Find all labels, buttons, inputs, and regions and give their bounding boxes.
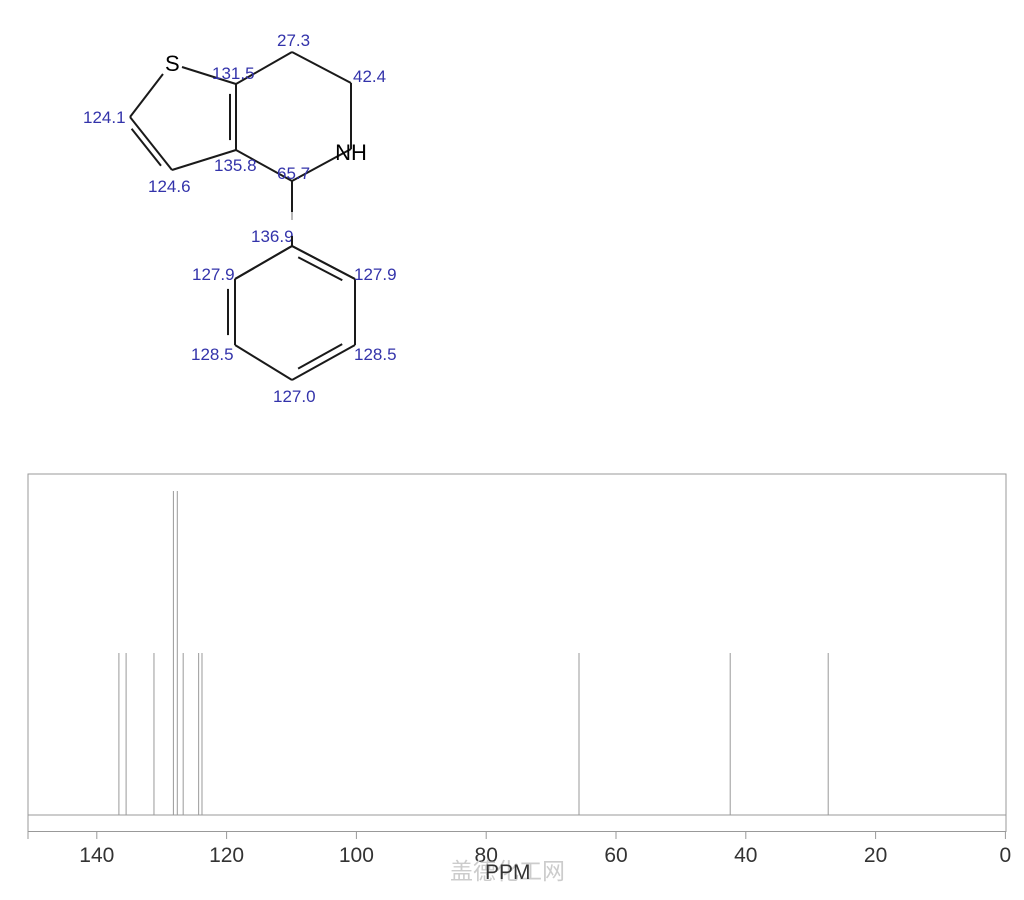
svg-text:131.5: 131.5 xyxy=(212,64,255,83)
svg-text:PPM: PPM xyxy=(485,861,531,884)
svg-text:128.5: 128.5 xyxy=(354,345,397,364)
svg-text:S: S xyxy=(165,51,180,76)
svg-text:120: 120 xyxy=(209,844,244,867)
svg-text:127.9: 127.9 xyxy=(192,265,235,284)
svg-text:60: 60 xyxy=(604,844,627,867)
svg-text:40: 40 xyxy=(734,844,757,867)
svg-text:27.3: 27.3 xyxy=(277,31,310,50)
svg-text:124.1: 124.1 xyxy=(83,108,126,127)
svg-text:140: 140 xyxy=(79,844,114,867)
svg-text:100: 100 xyxy=(339,844,374,867)
svg-text:128.5: 128.5 xyxy=(191,345,234,364)
svg-text:124.6: 124.6 xyxy=(148,177,191,196)
svg-text:65.7: 65.7 xyxy=(277,164,310,183)
svg-text:20: 20 xyxy=(864,844,887,867)
svg-text:NH: NH xyxy=(335,140,367,165)
svg-text:42.4: 42.4 xyxy=(353,67,386,86)
svg-text:0: 0 xyxy=(1000,844,1012,867)
svg-text:135.8: 135.8 xyxy=(214,156,257,175)
svg-text:136.9: 136.9 xyxy=(251,227,294,246)
svg-text:127.0: 127.0 xyxy=(273,387,316,406)
svg-text:127.9: 127.9 xyxy=(354,265,397,284)
